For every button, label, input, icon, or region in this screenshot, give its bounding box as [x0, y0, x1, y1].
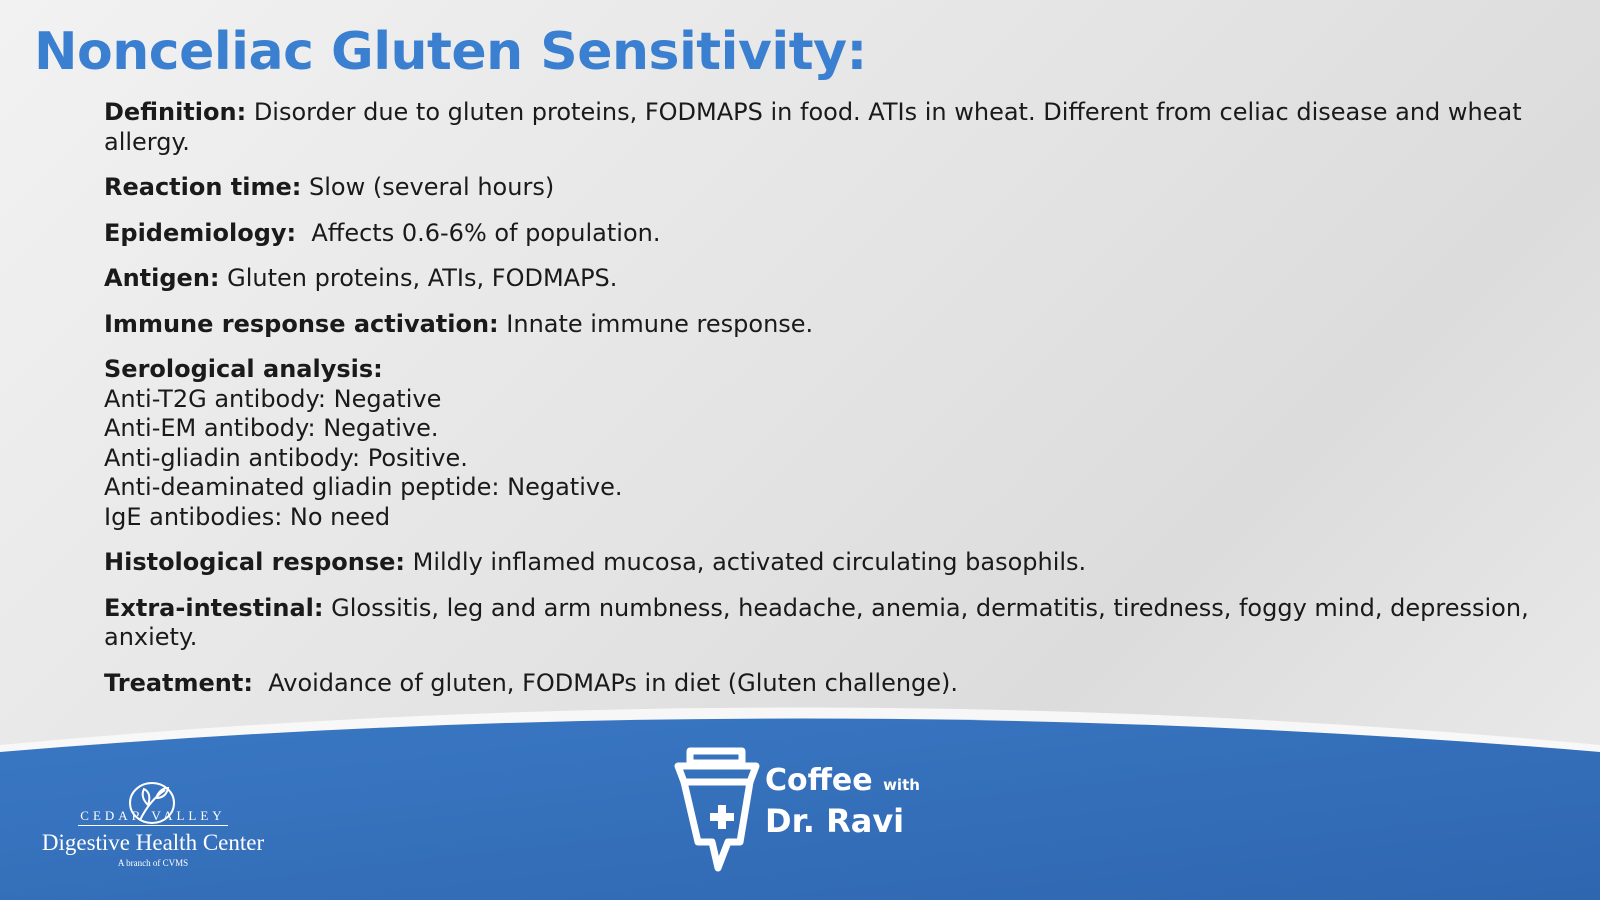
- serology-line: Anti-gliadin antibody: Positive.: [104, 443, 468, 472]
- extra-intestinal-text: Glossitis, leg and arm numbness, headach…: [104, 593, 1529, 652]
- definition: Definition: Disorder due to gluten prote…: [104, 98, 1564, 157]
- treatment-label: Treatment:: [104, 668, 253, 697]
- reaction-time: Reaction time: Slow (several hours): [104, 173, 1564, 203]
- logo-top-text: CEDAR VALLEY: [78, 808, 228, 826]
- logo-coffee-text: Coffee: [765, 763, 873, 798]
- antigen: Antigen: Gluten proteins, ATIs, FODMAPS.: [104, 264, 1564, 294]
- logo-name: Digestive Health Center: [41, 830, 265, 855]
- serology-line: Anti-EM antibody: Negative.: [104, 414, 439, 442]
- immune-response-text: Innate immune response.: [506, 309, 814, 338]
- epidemiology: Epidemiology: Affects 0.6-6% of populati…: [104, 219, 1564, 249]
- serological-analysis: Serological analysis: Anti-T2G antibody:…: [104, 355, 1564, 532]
- epidemiology-label: Epidemiology:: [104, 218, 297, 247]
- histological-label: Histological response:: [104, 548, 405, 576]
- histological-response: Histological response: Mildly inflamed m…: [104, 548, 1564, 578]
- cedar-valley-logo: CEDAR VALLEY Digestive Health Center A b…: [28, 780, 278, 868]
- epidemiology-text: Affects 0.6-6% of population.: [311, 218, 661, 247]
- slide-title: Nonceliac Gluten Sensitivity:: [34, 22, 867, 82]
- serological-label: Serological analysis:: [104, 355, 383, 383]
- extra-intestinal-label: Extra-intestinal:: [104, 593, 324, 622]
- reaction-time-label: Reaction time:: [104, 173, 302, 201]
- serology-line: IgE antibodies: No need: [104, 502, 391, 531]
- logo-dr-ravi-text: Dr. Ravi: [765, 802, 905, 840]
- slide-content: Definition: Disorder due to gluten prote…: [104, 98, 1564, 714]
- serology-line: Anti-deaminated gliadin peptide: Negativ…: [104, 473, 623, 501]
- treatment-text: Avoidance of gluten, FODMAPs in diet (Gl…: [268, 668, 959, 697]
- immune-response: Immune response activation: Innate immun…: [104, 310, 1564, 340]
- serology-line: Anti-T2G antibody: Negative: [104, 384, 442, 413]
- treatment: Treatment: Avoidance of gluten, FODMAPs …: [104, 669, 1564, 699]
- coffee-cup-icon: [674, 747, 760, 872]
- histological-text: Mildly inflamed mucosa, activated circul…: [412, 548, 1087, 576]
- logo-subtext: A branch of CVMS: [117, 858, 189, 868]
- logo-with-text: with: [883, 776, 920, 794]
- extra-intestinal: Extra-intestinal: Glossitis, leg and arm…: [104, 594, 1564, 653]
- definition-text: Disorder due to gluten proteins, FODMAPS…: [104, 98, 1522, 156]
- reaction-time-text: Slow (several hours): [309, 173, 555, 201]
- antigen-text: Gluten proteins, ATIs, FODMAPS.: [227, 264, 618, 292]
- immune-response-label: Immune response activation:: [104, 309, 499, 338]
- coffee-with-dr-ravi-logo: Coffee with Dr. Ravi: [765, 763, 920, 841]
- definition-label: Definition:: [104, 98, 247, 126]
- antigen-label: Antigen:: [104, 264, 220, 292]
- medical-cross-icon: [710, 805, 734, 829]
